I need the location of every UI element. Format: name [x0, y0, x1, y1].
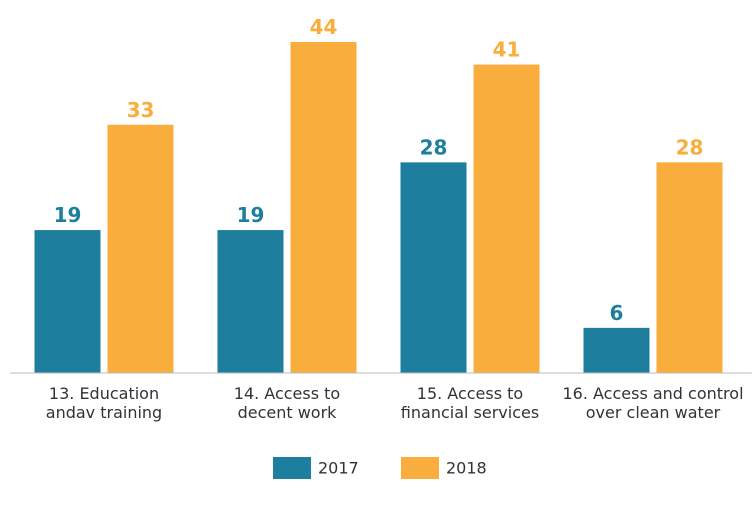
legend-label: 2017: [318, 459, 359, 478]
legend-swatch: [401, 457, 439, 479]
value-label: 41: [493, 38, 521, 62]
value-label: 28: [676, 135, 704, 159]
bar: [107, 124, 174, 373]
legend-swatch: [273, 457, 311, 479]
legend-label: 2018: [446, 459, 487, 478]
bar: [583, 327, 650, 373]
bar: [34, 230, 101, 373]
bar: [217, 230, 284, 373]
bar: [656, 162, 723, 373]
x-tick-label: 15. Access to financial services: [400, 384, 540, 422]
value-label: 19: [54, 203, 82, 227]
value-label: 19: [237, 203, 265, 227]
value-label: 44: [310, 15, 338, 39]
bar: [473, 64, 540, 374]
value-label: 28: [420, 135, 448, 159]
bar: [290, 42, 357, 373]
x-tick-label: 16. Access and control over clean water: [562, 384, 744, 422]
bar: [400, 162, 467, 373]
value-label: 33: [127, 98, 155, 122]
x-tick-label: 13. Education andav training: [45, 384, 163, 422]
x-tick-label: 14. Access to decent work: [233, 384, 341, 422]
value-label: 6: [610, 301, 624, 325]
